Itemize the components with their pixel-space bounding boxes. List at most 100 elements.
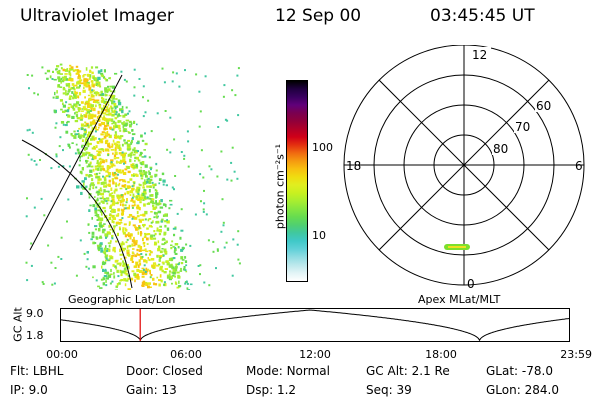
emission-pixel xyxy=(141,284,145,287)
flt-label: Flt: xyxy=(10,364,29,378)
emission-pixel xyxy=(184,269,187,272)
emission-pixel xyxy=(150,201,154,204)
emission-pixel xyxy=(55,122,58,125)
emission-pixel xyxy=(149,194,152,197)
emission-pixel xyxy=(60,258,63,260)
emission-pixel xyxy=(99,210,102,213)
emission-pixel xyxy=(99,221,102,223)
emission-pixel xyxy=(126,185,130,189)
emission-pixel xyxy=(83,252,86,255)
emission-pixel xyxy=(103,189,106,193)
emission-pixel xyxy=(142,241,146,244)
emission-pixel xyxy=(82,89,86,93)
emission-pixel xyxy=(234,94,237,97)
emission-pixel xyxy=(75,114,79,118)
emission-pixel xyxy=(26,279,29,282)
emission-pixel xyxy=(93,91,98,94)
emission-pixel xyxy=(154,283,158,286)
emission-pixel xyxy=(133,216,138,220)
emission-pixel xyxy=(57,255,60,258)
emission-pixel xyxy=(164,110,167,112)
emission-pixel xyxy=(132,248,135,250)
emission-pixel xyxy=(93,145,96,149)
emission-pixel xyxy=(162,214,165,217)
emission-pixel xyxy=(43,214,46,217)
emission-pixel xyxy=(84,121,87,124)
emission-pixel xyxy=(147,285,150,289)
emission-pixel xyxy=(138,195,140,198)
emission-pixel xyxy=(134,160,136,162)
emission-pixel xyxy=(156,255,159,258)
emission-pixel xyxy=(123,267,127,271)
gcalt-value: 2.1 Re xyxy=(411,364,450,378)
emission-pixel xyxy=(182,268,186,271)
emission-pixel xyxy=(121,196,124,200)
emission-pixel xyxy=(169,203,173,206)
emission-pixel xyxy=(126,245,130,248)
emission-pixel xyxy=(110,90,113,93)
emission-pixel xyxy=(135,226,137,230)
emission-pixel xyxy=(123,139,126,142)
emission-pixel xyxy=(131,129,134,132)
emission-pixel xyxy=(108,142,110,146)
emission-pixel xyxy=(102,225,105,227)
emission-pixel xyxy=(109,240,112,243)
emission-pixel xyxy=(233,170,236,173)
emission-pixel xyxy=(136,268,140,272)
emission-pixel xyxy=(99,242,103,246)
app-title: Ultraviolet Imager xyxy=(20,6,174,26)
emission-pixel xyxy=(111,210,114,214)
ip-label: IP: xyxy=(10,383,25,397)
emission-pixel xyxy=(183,157,186,160)
emission-pixel xyxy=(150,274,153,277)
emission-pixel xyxy=(151,237,153,240)
auroral-emission xyxy=(25,63,241,290)
emission-pixel xyxy=(119,248,121,253)
emission-pixel xyxy=(110,214,113,217)
emission-pixel xyxy=(31,74,34,77)
emission-pixel xyxy=(87,94,90,97)
emission-pixel xyxy=(81,155,83,158)
emission-pixel xyxy=(113,171,116,174)
emission-pixel xyxy=(154,173,158,177)
emission-pixel xyxy=(170,244,173,246)
emission-pixel xyxy=(87,124,89,127)
emission-pixel xyxy=(150,168,152,171)
emission-pixel xyxy=(133,265,138,268)
emission-pixel xyxy=(114,289,118,290)
emission-pixel xyxy=(103,118,107,122)
emission-pixel xyxy=(69,64,72,67)
emission-pixel xyxy=(94,242,97,244)
emission-pixel xyxy=(236,243,239,246)
emission-pixel xyxy=(126,190,130,195)
emission-pixel xyxy=(222,224,225,227)
emission-pixel xyxy=(95,186,98,189)
emission-pixel xyxy=(77,69,80,72)
emission-pixel xyxy=(103,247,107,251)
emission-pixel xyxy=(145,233,148,236)
gain-value: 13 xyxy=(161,383,177,397)
emission-pixel xyxy=(91,158,94,161)
emission-pixel xyxy=(135,198,139,201)
emission-pixel xyxy=(124,130,128,132)
emission-pixel xyxy=(98,172,101,175)
emission-pixel xyxy=(95,172,98,175)
emission-pixel xyxy=(64,75,67,79)
emission-pixel xyxy=(103,275,107,278)
emission-pixel xyxy=(97,168,100,171)
emission-pixel xyxy=(155,206,158,209)
emission-pixel xyxy=(79,239,82,242)
emission-pixel xyxy=(185,243,188,246)
emission-pixel xyxy=(100,168,104,171)
emission-pixel xyxy=(220,230,223,233)
emission-pixel xyxy=(134,279,136,283)
emission-pixel xyxy=(152,220,154,223)
emission-pixel xyxy=(143,269,147,272)
emission-pixel xyxy=(87,134,90,138)
emission-pixel xyxy=(127,232,130,235)
emission-pixel xyxy=(85,108,88,112)
emission-pixel xyxy=(108,225,111,228)
emission-pixel xyxy=(122,227,125,230)
emission-pixel xyxy=(57,76,61,80)
emission-pixel xyxy=(51,283,54,286)
